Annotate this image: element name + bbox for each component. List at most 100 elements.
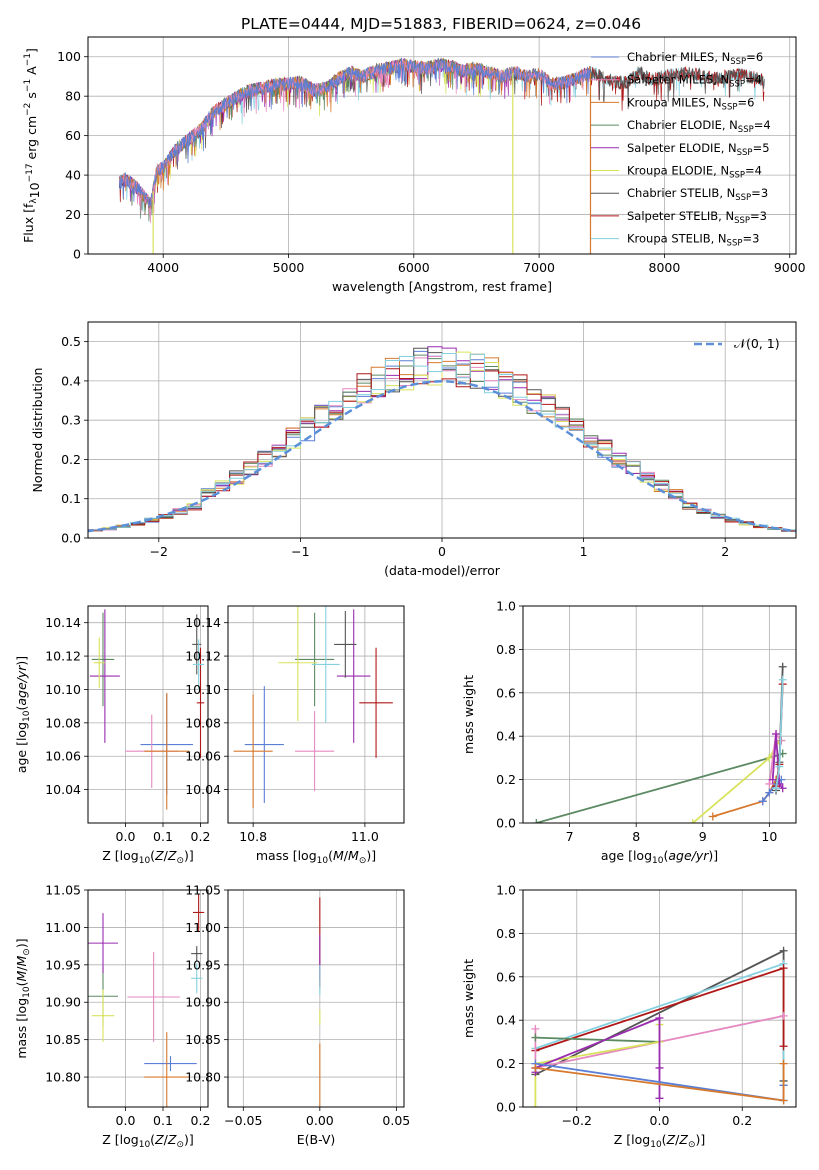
y-tick-label: 20 bbox=[65, 207, 81, 222]
plot-area bbox=[88, 346, 796, 534]
axes-frame bbox=[522, 889, 797, 1108]
y-axis-label: Normed distribution bbox=[30, 368, 45, 493]
legend-label-chabrier_miles: Chabrier MILES, NSSP=6 bbox=[627, 50, 763, 67]
axes-frame bbox=[227, 605, 405, 824]
y-axis-label: mass weight bbox=[461, 675, 476, 754]
x-tick-label: 0.1 bbox=[153, 1113, 173, 1128]
x-tick-label: 4000 bbox=[147, 260, 179, 275]
x-axis-label: E(B-V) bbox=[297, 1132, 336, 1147]
chart-weight_vs_Z: −0.2 0.0 0.2 0.0 0.2 0.4 0.6 0.8 1.0 Z [log10(Z/Z… bbox=[461, 883, 797, 1150]
x-tick-label: 0.0 bbox=[116, 1113, 136, 1128]
y-tick-label: 10.95 bbox=[45, 957, 81, 972]
weight-line-chabrier_elodie bbox=[535, 1036, 660, 1043]
x-tick-label: 0.0 bbox=[650, 1113, 670, 1128]
weight-marker-kroupa_miles bbox=[779, 1096, 788, 1105]
weight-marker-salpeter_elodie bbox=[655, 1063, 664, 1072]
weight-line-salpeter_elodie bbox=[771, 733, 784, 789]
y-tick-label: 0.0 bbox=[496, 816, 516, 831]
plot-area bbox=[532, 662, 787, 823]
weight-line-salpeter_miles bbox=[534, 1015, 784, 1070]
y-tick-label: 0.8 bbox=[496, 642, 516, 657]
y-tick-label: 0 bbox=[73, 247, 81, 262]
x-axis-label: Z [log10(Z/Z⊙)] bbox=[102, 1132, 194, 1150]
x-tick-label: 0.2 bbox=[191, 1113, 211, 1128]
axes-frame bbox=[227, 889, 405, 1108]
axes-frame bbox=[87, 889, 209, 1108]
chart-mass_vs_Z: 0.0 0.1 0.2 10.80 10.85 10.90 10.95 11.00 11.05 Z… bbox=[14, 883, 210, 1151]
y-tick-label: 40 bbox=[65, 168, 81, 183]
legend-label-salpeter_elodie: Salpeter ELODIE, NSSP=5 bbox=[627, 141, 770, 158]
legend-label-chabrier_stelib: Chabrier STELIB, NSSP=3 bbox=[627, 186, 768, 203]
legend-label-salpeter_miles: Salpeter MILES, NSSP=4 bbox=[627, 73, 762, 90]
y-tick-label: 0.2 bbox=[61, 452, 81, 467]
x-tick-label: 7000 bbox=[523, 260, 555, 275]
x-axis-label: wavelength [Angstrom, rest frame] bbox=[332, 279, 552, 294]
weight-marker-chabrier_miles bbox=[765, 788, 774, 797]
x-tick-label: −2 bbox=[150, 544, 168, 559]
y-tick-label: 0.6 bbox=[496, 969, 516, 984]
x-tick-label: 2 bbox=[721, 544, 729, 559]
plot-area bbox=[88, 893, 205, 1107]
legend-label-salpeter_stelib: Salpeter STELIB, NSSP=3 bbox=[627, 209, 767, 226]
weight-marker-chabrier_elodie bbox=[531, 1033, 540, 1042]
chart-age_vs_mass: 10.8 11.0 10.04 10.06 10.08 10.10 10.12 10.14 ma… bbox=[185, 605, 405, 866]
chart-weight_vs_age: 7 8 9 10 0.0 0.2 0.4 0.6 0.8 1.0 age [log10(age/yr… bbox=[461, 599, 797, 866]
weight-marker-chabrier_stelib bbox=[779, 946, 788, 955]
x-tick-label: 0.2 bbox=[732, 1113, 752, 1128]
legend-label-gaussian: 𝒩(0, 1) bbox=[734, 336, 780, 351]
y-tick-label: 10.85 bbox=[185, 1032, 221, 1047]
y-tick-label: 10.90 bbox=[185, 995, 221, 1010]
y-tick-label: 10.04 bbox=[45, 782, 81, 797]
y-tick-label: 10.80 bbox=[185, 1070, 221, 1085]
weight-marker-salpeter_elodie bbox=[655, 1094, 664, 1103]
y-tick-label: 0.3 bbox=[61, 413, 81, 428]
y-tick-label: 10.04 bbox=[185, 782, 221, 797]
weight-marker-kroupa_miles bbox=[531, 1063, 540, 1072]
weight-marker-salpeter_miles bbox=[779, 1011, 788, 1020]
y-tick-label: 0.0 bbox=[496, 1100, 516, 1115]
x-tick-label: 9000 bbox=[774, 260, 806, 275]
y-tick-label: 10.14 bbox=[45, 615, 81, 630]
y-tick-label: 1.0 bbox=[496, 599, 516, 614]
axes-frame bbox=[87, 36, 797, 255]
y-tick-label: 10.80 bbox=[45, 1070, 81, 1085]
x-tick-label: −0.05 bbox=[224, 1113, 262, 1128]
x-tick-label: 0.0 bbox=[116, 829, 136, 844]
y-tick-label: 1.0 bbox=[496, 883, 516, 898]
weight-marker-kroupa_miles bbox=[708, 812, 717, 821]
x-axis-label: (data-model)/error bbox=[384, 563, 501, 578]
weight-marker-kroupa_elodie bbox=[531, 1103, 540, 1107]
spectrum-legend: Chabrier MILES, NSSP=6 Salpeter MILES, NS… bbox=[591, 50, 771, 249]
axes-frame bbox=[522, 605, 797, 824]
y-tick-label: 0.4 bbox=[496, 1013, 516, 1028]
x-tick-label: 11.0 bbox=[351, 829, 379, 844]
y-tick-label: 10.14 bbox=[185, 615, 221, 630]
x-tick-label: 5000 bbox=[273, 260, 305, 275]
y-tick-label: 80 bbox=[65, 89, 81, 104]
x-tick-label: −0.2 bbox=[562, 1113, 592, 1128]
legend-label-chabrier_elodie: Chabrier ELODIE, NSSP=4 bbox=[627, 118, 771, 135]
weight-marker-salpeter_miles bbox=[531, 1024, 540, 1033]
y-tick-label: 11.05 bbox=[185, 883, 221, 898]
x-tick-label: 8000 bbox=[649, 260, 681, 275]
y-tick-label: 10.06 bbox=[185, 749, 221, 764]
y-tick-label: 0.5 bbox=[61, 334, 81, 349]
spectrum-chabrier_elodie bbox=[118, 57, 514, 222]
weight-marker-chabrier_stelib bbox=[778, 662, 787, 671]
y-tick-label: 10.06 bbox=[45, 749, 81, 764]
legend-label-kroupa_elodie: Kroupa ELODIE, NSSP=4 bbox=[627, 164, 762, 181]
chart-spectrum: 4000 5000 6000 7000 8000 9000 0 20 40 60 80 100 wave… bbox=[21, 36, 806, 294]
x-tick-label: 8 bbox=[632, 829, 640, 844]
x-tick-label: 10 bbox=[761, 829, 777, 844]
plot-area bbox=[233, 606, 393, 808]
x-axis-label: Z [log10(Z/Z⊙)] bbox=[102, 848, 194, 866]
axes-frame bbox=[87, 605, 209, 824]
weight-marker-salpeter_stelib bbox=[779, 964, 788, 973]
y-tick-label: 0.8 bbox=[496, 926, 516, 941]
weight-marker-kroupa_stelib bbox=[775, 762, 784, 771]
y-tick-label: 10.08 bbox=[45, 715, 81, 730]
y-tick-label: 0.0 bbox=[61, 531, 81, 546]
y-tick-label: 11.00 bbox=[185, 920, 221, 935]
x-axis-label: mass [log10(M/M⊙)] bbox=[256, 848, 376, 866]
